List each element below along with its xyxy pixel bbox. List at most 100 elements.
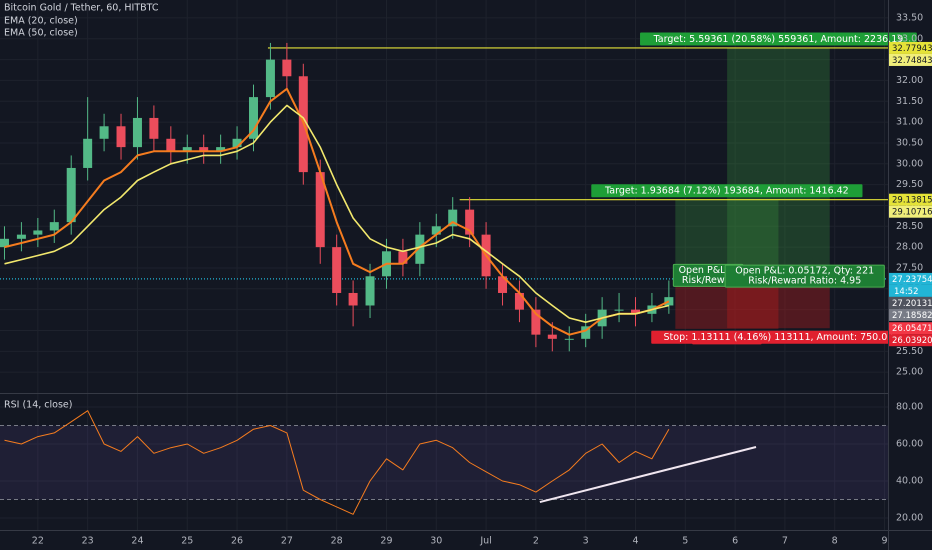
candle-body	[249, 97, 259, 139]
label-text: Target: 5.59361 (20.58%) 559361, Amount:…	[653, 34, 904, 45]
ema-line	[4, 87, 670, 336]
candle-body	[0, 238, 9, 248]
x-tick-label: 4	[632, 536, 638, 547]
candle-body	[332, 247, 342, 293]
price-label-box	[889, 284, 932, 297]
label-text: Stop: 1.13111 (4.16%) 113111, Amount: 75…	[664, 332, 894, 343]
pnl-box	[724, 264, 885, 288]
grid	[0, 0, 888, 530]
x-tick-label: 9	[881, 536, 887, 547]
price-label-box	[889, 308, 932, 321]
candle-body	[564, 338, 574, 340]
y-tick-label: 25.50	[896, 346, 923, 357]
y-tick-label: 30.00	[896, 158, 923, 169]
plot: Target: 1.93684 (7.12%) 193684, Amount: …	[0, 32, 917, 515]
candle-body	[16, 234, 26, 239]
y-tick-label: 20.00	[896, 512, 923, 523]
x-tick-label: 22	[32, 536, 44, 547]
candle-body	[116, 126, 126, 148]
x-tick-label: 27	[281, 536, 293, 547]
x-tick-label: 25	[181, 536, 193, 547]
loss-zone	[727, 281, 830, 329]
candle-body	[398, 251, 408, 264]
label-text: Target: 1.93684 (7.12%) 193684, Amount: …	[604, 186, 849, 197]
candle-body	[514, 292, 524, 310]
x-tick-label: 2	[533, 536, 539, 547]
label-box	[640, 32, 917, 46]
candle-body	[465, 209, 475, 235]
candle-body	[431, 226, 441, 235]
y-tick-label: 33.50	[896, 12, 923, 23]
price-label-box	[889, 334, 932, 347]
x-tick-label: 30	[430, 536, 442, 547]
candle-body	[49, 222, 59, 231]
chart-title: Bitcoin Gold / Tether, 60, HITBTC	[4, 3, 159, 14]
candle-body	[581, 326, 591, 339]
pane-title: RSI (14, close)	[4, 400, 72, 411]
candle-body	[199, 147, 209, 152]
y-tick-label: 32.00	[896, 75, 923, 86]
profit-zone	[727, 47, 830, 282]
price-label-sub: 14:52	[894, 287, 919, 297]
y-tick-label: 80.00	[896, 402, 923, 413]
candle-body	[166, 138, 176, 152]
price-label-box	[889, 205, 932, 218]
price-label-box	[889, 193, 932, 206]
y-tick-label: 30.50	[896, 137, 923, 148]
trendline	[539, 446, 757, 504]
price-label: 27.23754	[892, 275, 932, 285]
legend-entry: EMA (20, close)	[4, 16, 78, 27]
candle-body	[232, 138, 242, 148]
ema-line	[4, 104, 670, 323]
y-tick-label: 28.50	[896, 221, 923, 232]
x-tick-label: 7	[782, 536, 788, 547]
price-label-box	[889, 53, 932, 66]
price-label: 27.20131	[892, 299, 932, 309]
loss-zone	[675, 280, 779, 329]
price-label-box	[889, 41, 932, 54]
candle-body	[365, 276, 375, 306]
candle-body	[99, 126, 109, 139]
price-label-box	[889, 296, 932, 309]
candle-body	[282, 59, 292, 77]
price-label: 26.05471	[892, 324, 932, 334]
legend-entry: EMA (50, close)	[4, 28, 78, 39]
y-tick-label: 60.00	[896, 439, 923, 450]
candle-body	[448, 209, 458, 227]
candle-body	[265, 59, 275, 98]
x-tick-label: 29	[380, 536, 392, 547]
candle-body	[348, 292, 358, 306]
y-tick-label: 29.50	[896, 179, 923, 190]
pnl-text: Open P&L: 0.05172, Qty: 221	[735, 266, 874, 277]
price-label: 29.13815	[892, 196, 932, 206]
price-label-box	[889, 272, 932, 285]
x-tick-label: 6	[732, 536, 738, 547]
axes: 25.0025.5026.0026.5027.0027.5028.0028.50…	[32, 12, 932, 547]
price-label-box	[889, 322, 932, 335]
candle-body	[132, 117, 142, 148]
candle-body	[531, 309, 541, 335]
y-tick-label: 27.50	[896, 262, 923, 273]
candle-body	[216, 147, 226, 152]
candle-body	[149, 117, 159, 139]
pnl-text: Risk/Reward Ratio: 4.95	[748, 276, 861, 287]
price-label: 27.18582	[892, 311, 932, 321]
candle-body	[547, 334, 557, 339]
y-tick-label: 28.00	[896, 242, 923, 253]
candle-body	[614, 309, 624, 311]
pnl-text: Open P&L: 0	[679, 265, 738, 276]
y-tick-label: 25.00	[896, 367, 923, 378]
y-tick-label: 31.50	[896, 96, 923, 107]
candle-body	[33, 230, 43, 235]
candle-body	[415, 234, 425, 264]
x-tick-label: 24	[131, 536, 143, 547]
x-tick-label: Jul	[479, 536, 491, 547]
x-tick-label: 5	[682, 536, 688, 547]
candle-body	[83, 138, 93, 168]
label-box	[591, 184, 863, 198]
y-tick-label: 40.00	[896, 476, 923, 487]
candle-body	[315, 172, 325, 248]
x-tick-label: 23	[82, 536, 94, 547]
